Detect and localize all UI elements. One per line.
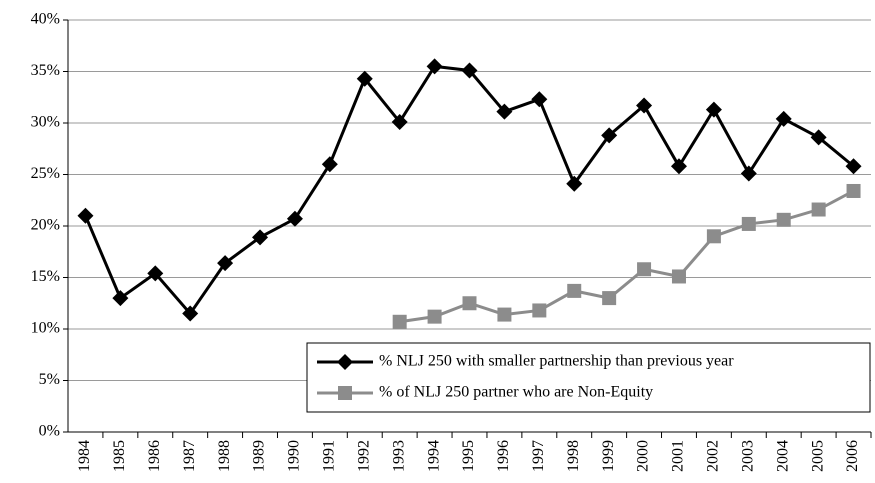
- data-point: [252, 229, 269, 246]
- data-point: [532, 303, 547, 318]
- legend-marker: [337, 354, 353, 370]
- data-point: [601, 127, 618, 144]
- legend-label: % NLJ 250 with smaller partnership than …: [379, 353, 734, 370]
- x-tick-label: 1989: [251, 440, 268, 472]
- y-tick-label: 0%: [39, 423, 60, 440]
- data-point: [776, 212, 791, 227]
- y-tick-label: 30%: [31, 114, 60, 131]
- x-tick-label: 2006: [844, 440, 861, 472]
- x-tick-label: 1997: [530, 440, 547, 472]
- series-line: [84, 64, 855, 316]
- data-point: [217, 255, 234, 272]
- data-point: [810, 129, 827, 146]
- x-tick-label: 1984: [76, 440, 93, 472]
- data-point: [461, 62, 478, 79]
- x-tick-label: 2003: [739, 440, 756, 472]
- x-tick-label: 1995: [460, 440, 477, 472]
- x-tick-label: 1998: [565, 440, 582, 472]
- data-point: [77, 207, 94, 224]
- x-tick-label: 1988: [216, 440, 233, 472]
- y-tick-label: 25%: [31, 165, 60, 182]
- data-point: [602, 291, 617, 306]
- x-tick-label: 1991: [321, 440, 338, 472]
- data-point: [741, 216, 756, 231]
- data-point: [182, 305, 199, 322]
- data-point: [496, 103, 513, 120]
- legend-label: % of NLJ 250 partner who are Non-Equity: [379, 384, 653, 401]
- x-tick-label: 1990: [286, 440, 303, 472]
- data-point: [286, 210, 303, 227]
- data-point: [392, 314, 407, 329]
- y-tick-label: 20%: [31, 217, 60, 234]
- x-tick-label: 2000: [635, 440, 652, 472]
- data-point: [426, 58, 443, 75]
- data-point: [636, 97, 653, 114]
- data-point: [356, 70, 373, 87]
- data-point: [321, 156, 338, 173]
- data-point: [567, 283, 582, 298]
- data-point: [670, 158, 687, 175]
- data-point: [637, 262, 652, 277]
- data-point: [705, 101, 722, 118]
- data-point: [775, 110, 792, 127]
- legend-marker: [338, 386, 352, 400]
- data-point: [497, 307, 512, 322]
- data-point: [740, 165, 757, 182]
- data-point: [566, 175, 583, 192]
- data-point: [462, 296, 477, 311]
- x-tick-label: 2001: [670, 440, 687, 472]
- y-tick-label: 10%: [31, 320, 60, 337]
- data-point: [706, 229, 721, 244]
- legend-box: [306, 342, 871, 413]
- x-tick-label: 1985: [111, 440, 128, 472]
- x-tick-label: 1992: [355, 440, 372, 472]
- x-tick-label: 1994: [425, 440, 442, 472]
- data-point: [531, 91, 548, 108]
- x-tick-label: 1999: [600, 440, 617, 472]
- data-point: [846, 183, 861, 198]
- y-tick-label: 15%: [31, 268, 60, 285]
- y-tick-label: 40%: [31, 11, 60, 28]
- x-tick-label: 1986: [146, 440, 163, 472]
- data-point: [811, 202, 826, 217]
- x-tick-label: 2002: [705, 440, 722, 472]
- y-tick-label: 35%: [31, 62, 60, 79]
- data-point: [845, 158, 862, 175]
- data-point: [112, 290, 129, 307]
- data-point: [671, 269, 686, 284]
- x-tick-label: 1987: [181, 440, 198, 472]
- y-tick-label: 5%: [39, 371, 60, 388]
- x-tick-label: 2004: [774, 440, 791, 472]
- x-tick-label: 1993: [390, 440, 407, 472]
- data-point: [147, 265, 164, 282]
- data-point: [427, 309, 442, 324]
- x-tick-label: 2005: [809, 440, 826, 472]
- x-tick-label: 1996: [495, 440, 512, 472]
- data-point: [391, 113, 408, 130]
